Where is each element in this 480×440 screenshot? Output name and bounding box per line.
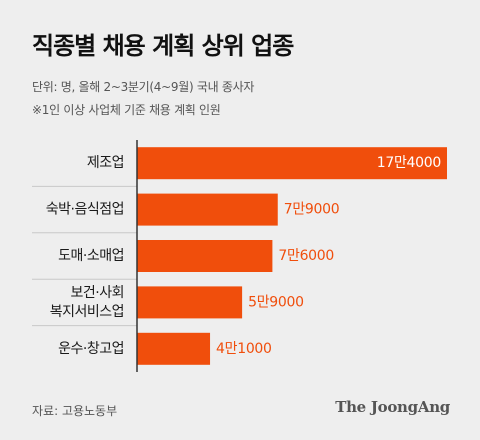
chart-title: 직종별 채용 계획 상위 업종 xyxy=(32,32,294,60)
brand-logo: The JoongAng xyxy=(335,398,450,416)
category-label: 제조업 xyxy=(87,155,124,171)
category-label: 운수·창고업 xyxy=(58,341,124,357)
value-label: 17만4000 xyxy=(377,155,441,171)
value-label: 5만9000 xyxy=(248,294,304,310)
bar xyxy=(137,193,278,226)
category-label: 보건·사회 xyxy=(71,285,124,301)
bar xyxy=(137,240,273,272)
category-label: 복지서비스업 xyxy=(50,304,124,320)
source-note: 자료: 고용노동부 xyxy=(32,404,118,418)
bar xyxy=(137,147,447,180)
category-label: 도매·소매업 xyxy=(58,248,124,264)
value-label: 4만1000 xyxy=(216,341,272,357)
value-label: 7만6000 xyxy=(278,248,334,264)
unit-note: 단위: 명, 올해 2~3분기(4~9월) 국내 종사자 xyxy=(32,80,255,94)
value-label: 7만9000 xyxy=(284,202,340,218)
scope-note: ※1인 이상 사업체 기준 채용 계획 인원 xyxy=(32,103,221,117)
bar xyxy=(137,286,243,319)
category-label: 숙박·음식점업 xyxy=(46,202,124,218)
bar xyxy=(137,332,211,365)
